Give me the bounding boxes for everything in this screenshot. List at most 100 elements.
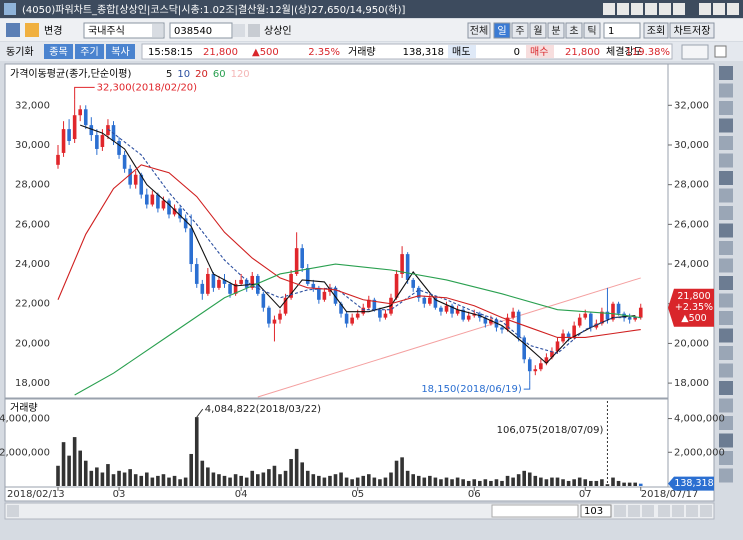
tool-icon[interactable]: [719, 311, 733, 325]
combo-arrow[interactable]: [152, 24, 163, 37]
tool-icon[interactable]: [719, 83, 733, 98]
search-button[interactable]: [233, 24, 245, 37]
tool-icon[interactable]: [719, 171, 733, 185]
tool-icon[interactable]: [719, 206, 733, 220]
title-button[interactable]: [659, 3, 671, 15]
scroll-thumb[interactable]: [491, 504, 579, 518]
tool-icon[interactable]: [719, 136, 733, 150]
tool-icon[interactable]: [719, 433, 733, 448]
candle-body: [67, 129, 71, 142]
tool-icon[interactable]: [719, 416, 733, 430]
zoom-reset[interactable]: [686, 505, 698, 517]
market-combo[interactable]: [83, 22, 165, 39]
candle-body: [411, 279, 415, 288]
title-buttons: [603, 3, 739, 15]
candle-body: [450, 305, 454, 314]
play-button[interactable]: [614, 505, 626, 517]
candle-body: [422, 297, 427, 304]
zoom-value: 103: [584, 506, 603, 517]
title-button[interactable]: [617, 3, 629, 15]
volume-bar: [222, 475, 227, 486]
tool-icon[interactable]: [719, 66, 733, 80]
status-tab[interactable]: [106, 44, 135, 59]
tool-icon[interactable]: [719, 346, 733, 360]
zoom-fit[interactable]: [700, 505, 712, 517]
period-button[interactable]: [511, 22, 529, 39]
tool-icon[interactable]: [719, 451, 733, 465]
tool-icon[interactable]: [719, 153, 733, 168]
candle-body: [233, 283, 238, 294]
tool-icon[interactable]: [719, 241, 733, 255]
minimize-button[interactable]: [699, 3, 711, 15]
volume-bar: [56, 465, 60, 486]
period-button[interactable]: [529, 22, 547, 39]
volume-bar: [483, 479, 488, 486]
legend-item: 20: [195, 69, 208, 80]
option-checkbox[interactable]: [714, 45, 727, 58]
volume-bar: [339, 472, 343, 486]
tool-icon[interactable]: [719, 258, 733, 273]
candle-body: [322, 291, 327, 300]
volume-bar: [478, 480, 482, 486]
tool-icon[interactable]: [719, 188, 733, 203]
tool-icon[interactable]: [719, 293, 733, 308]
link-button[interactable]: [248, 24, 260, 37]
tool-icon[interactable]: [719, 223, 733, 238]
change-icon[interactable]: [25, 23, 39, 37]
next-button[interactable]: [642, 505, 654, 517]
period-button[interactable]: [547, 22, 565, 39]
tool-icon[interactable]: [719, 363, 733, 378]
layout-button[interactable]: [681, 44, 709, 60]
volume-bar: [178, 479, 182, 486]
status-tab[interactable]: [75, 44, 104, 59]
volume-bar: [500, 480, 504, 486]
volume-bar: [106, 464, 110, 486]
title-button[interactable]: [645, 3, 657, 15]
volume-bar: [156, 475, 160, 486]
maximize-button[interactable]: [713, 3, 725, 15]
annotation-leader: [196, 408, 204, 418]
volume-bar: [389, 472, 393, 486]
candle-body: [311, 283, 316, 288]
change-button[interactable]: 변경: [44, 24, 62, 37]
tool-icon[interactable]: [719, 101, 733, 115]
tool-icon[interactable]: [719, 381, 733, 395]
volume-bar: [283, 470, 288, 486]
zoom-box[interactable]: [580, 504, 612, 518]
toolbar-icon[interactable]: [6, 23, 20, 37]
period-button[interactable]: [493, 22, 511, 39]
volume-bar: [167, 477, 171, 486]
volume-bar: [539, 477, 543, 486]
tool-icon[interactable]: [719, 398, 733, 413]
close-button[interactable]: [727, 3, 739, 15]
zoom-out[interactable]: [672, 505, 684, 517]
status-tab[interactable]: [44, 44, 73, 59]
period-count-box[interactable]: [603, 22, 641, 39]
save-button[interactable]: [669, 22, 715, 39]
query-button[interactable]: [643, 22, 669, 39]
candle-body: [539, 363, 543, 370]
zoom-in[interactable]: [658, 505, 670, 517]
volume-bar: [444, 477, 449, 486]
tool-icon[interactable]: [719, 328, 733, 343]
tool-icon[interactable]: [719, 118, 733, 133]
volume-bar: [638, 483, 643, 486]
scroll-left[interactable]: [7, 505, 19, 517]
candle-body: [489, 319, 493, 324]
candle-body: [605, 311, 610, 320]
volume-tick-label: 2,000,000: [0, 447, 50, 458]
period-button[interactable]: [583, 22, 601, 39]
volume-bar: [405, 470, 410, 486]
title-button[interactable]: [603, 3, 615, 15]
period-button[interactable]: [565, 22, 583, 39]
title-button[interactable]: [673, 3, 685, 15]
period-button[interactable]: [467, 22, 491, 39]
volume-bar: [172, 475, 177, 486]
volume-bar: [361, 475, 366, 486]
stop-button[interactable]: [628, 505, 640, 517]
code-input[interactable]: [169, 22, 233, 39]
tool-icon[interactable]: [719, 468, 733, 483]
tool-icon[interactable]: [719, 276, 733, 290]
title-button[interactable]: [631, 3, 643, 15]
trend-line: [257, 277, 641, 398]
